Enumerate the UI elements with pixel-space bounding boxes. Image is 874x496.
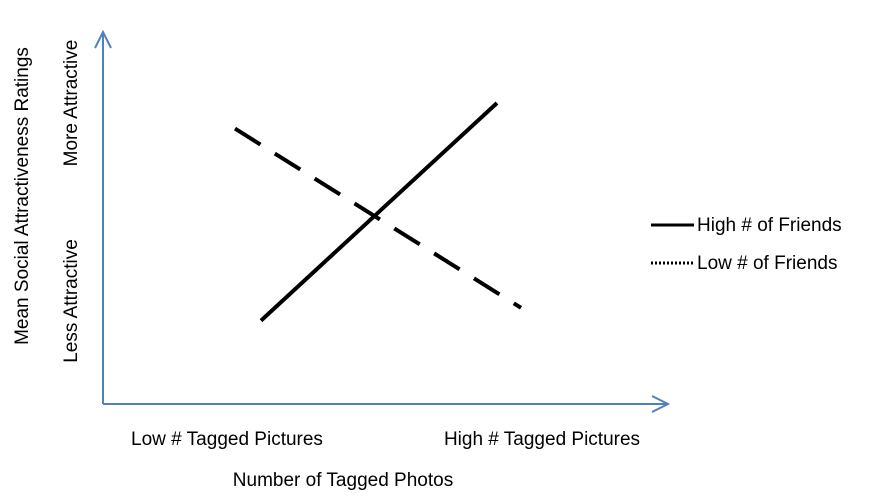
- y-axis-arrowhead: [94, 29, 112, 49]
- y-tick-label-less: Less Attractive: [61, 239, 82, 363]
- legend: High # of Friends Low # of Friends: [651, 215, 842, 274]
- x-axis-arrowhead: [651, 395, 671, 413]
- x-axis-title: Number of Tagged Photos: [233, 470, 453, 491]
- legend-label-low-friends: Low # of Friends: [697, 253, 837, 274]
- axes: [94, 29, 671, 413]
- y-tick-label-more: More Attractive: [61, 40, 82, 167]
- y-axis-title: Mean Social Attractiveness Ratings: [12, 47, 33, 345]
- x-tick-label-low: Low # Tagged Pictures: [131, 429, 323, 450]
- legend-label-high-friends: High # of Friends: [697, 215, 842, 236]
- series-layer: [233, 101, 523, 323]
- series-line-high-friends: [259, 101, 499, 323]
- series-line-low-friends: [233, 126, 523, 310]
- x-tick-label-high: High # Tagged Pictures: [444, 429, 640, 450]
